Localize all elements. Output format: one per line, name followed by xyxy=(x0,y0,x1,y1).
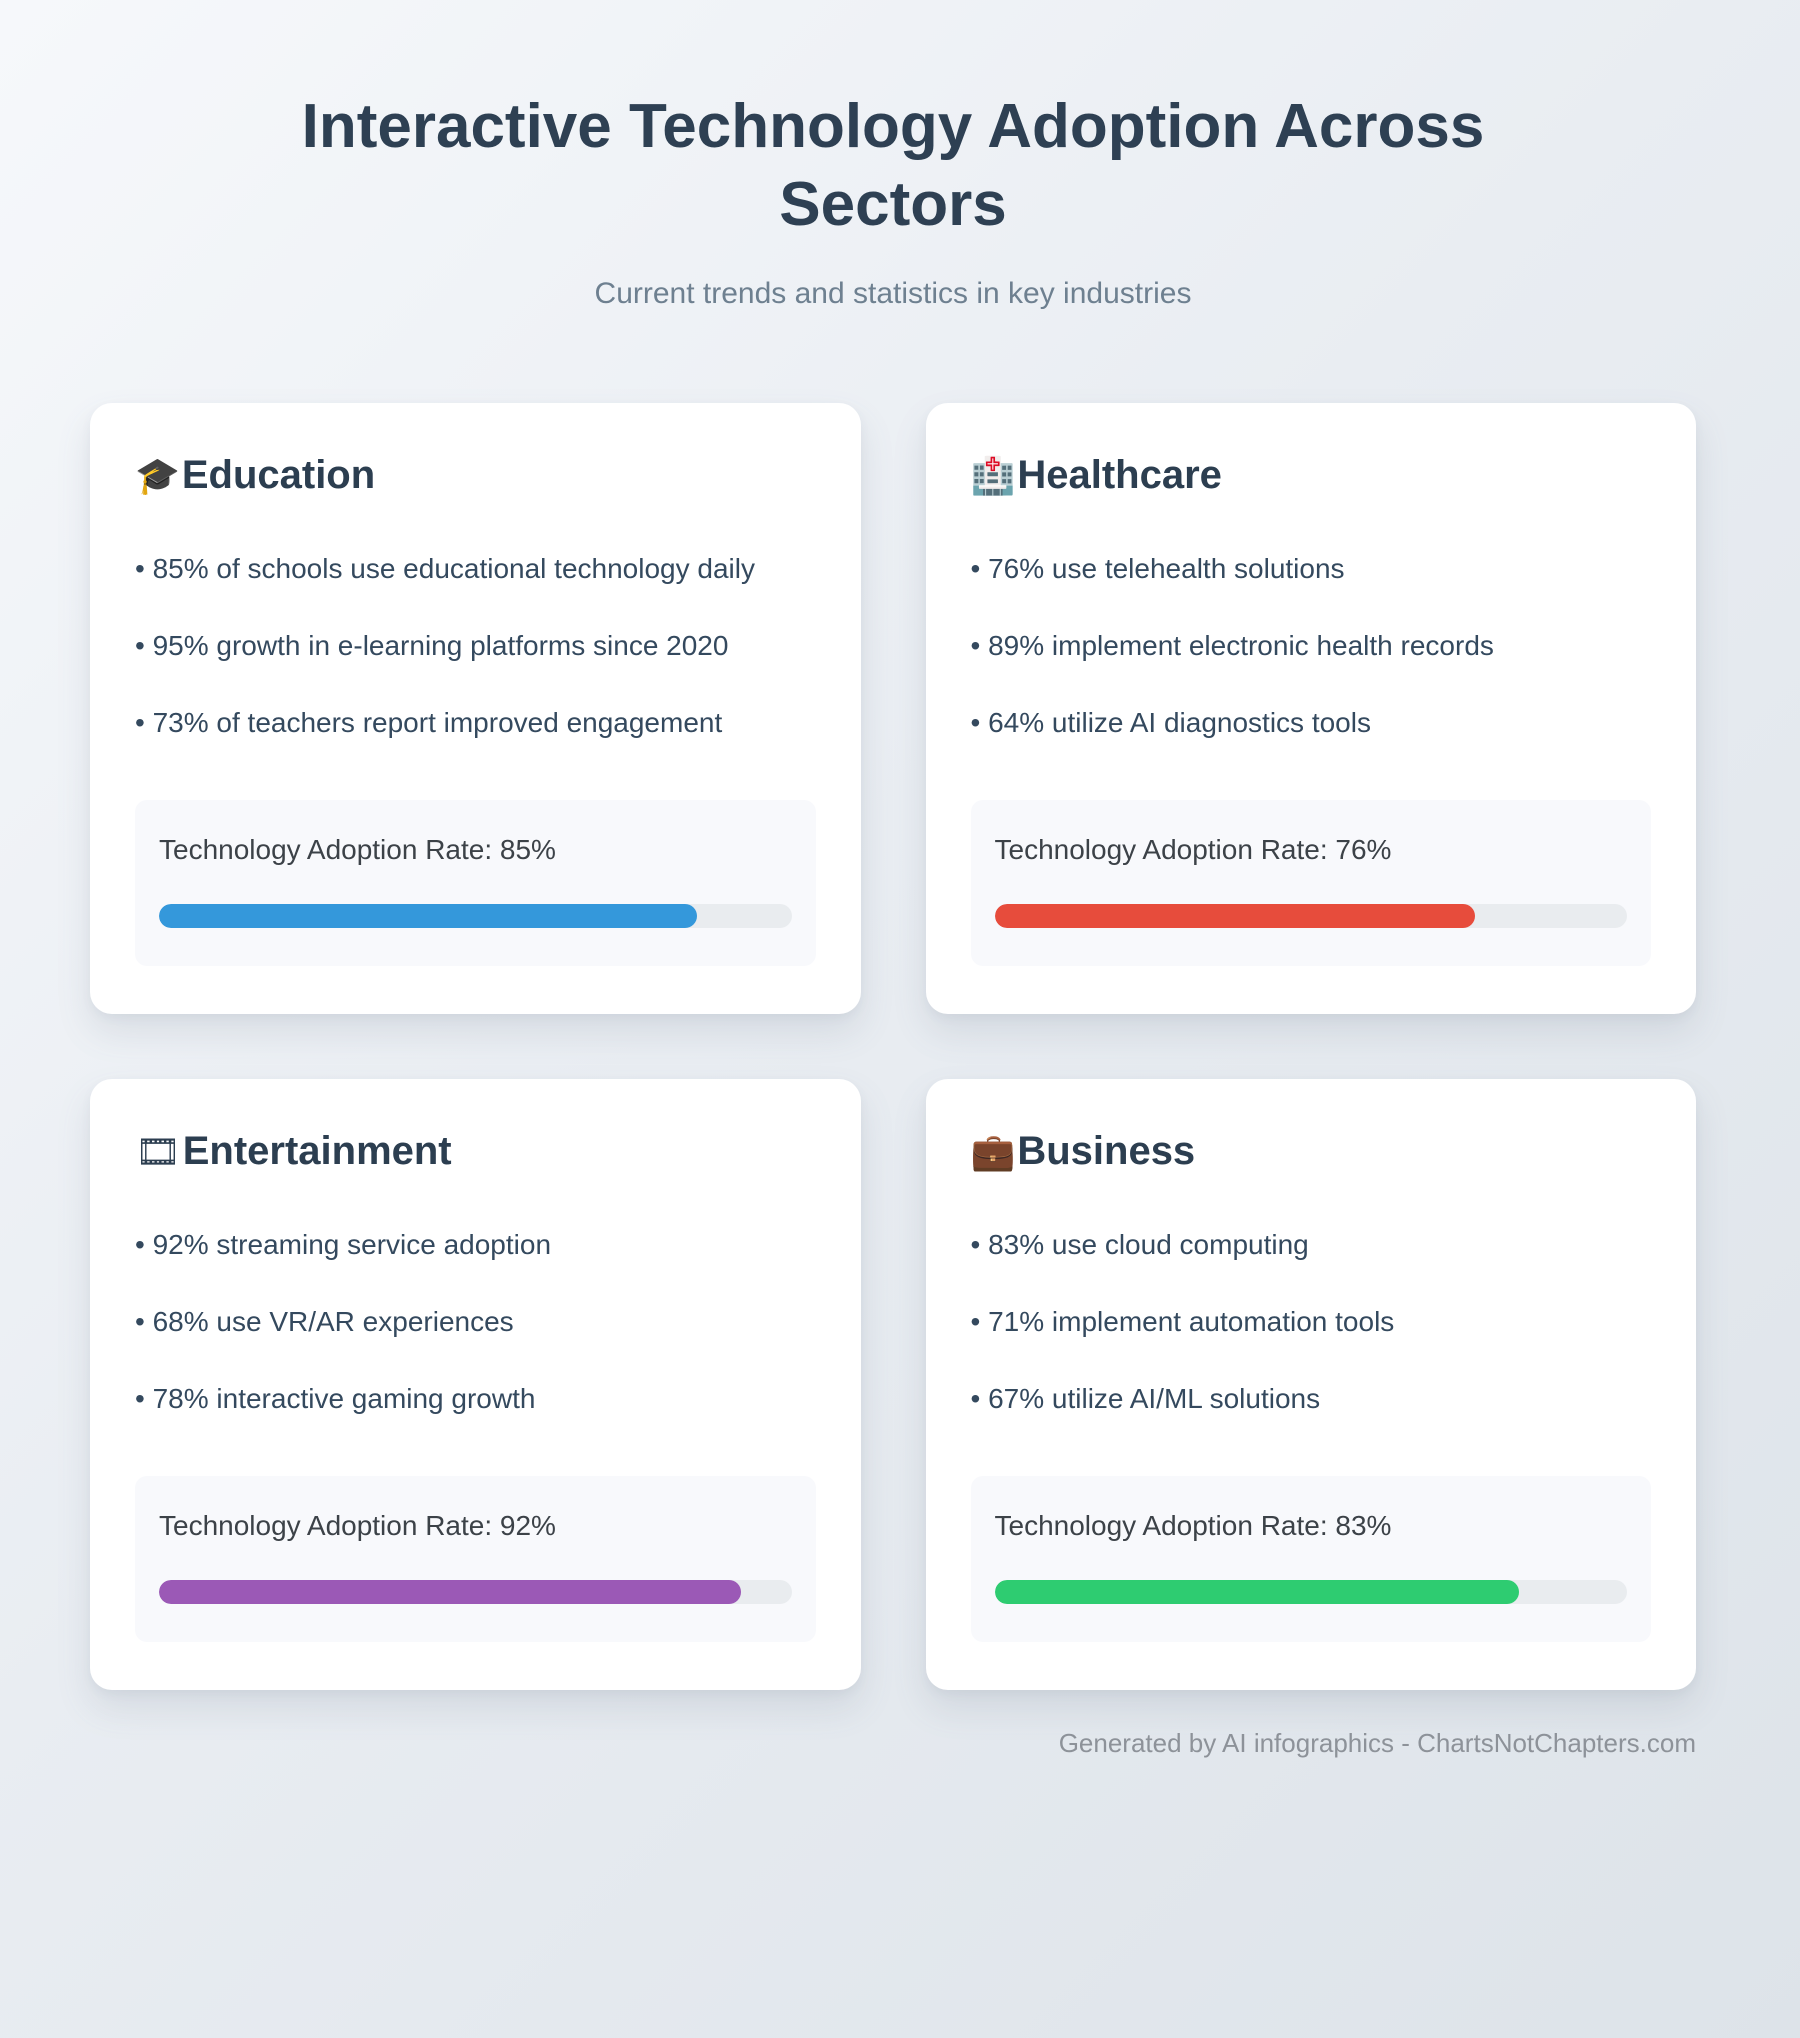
progress-bar-track xyxy=(159,1580,792,1604)
sector-cards-grid: 🎓Education • 85% of schools use educatio… xyxy=(90,403,1696,1690)
card-title-entertainment: 🎞Entertainment xyxy=(135,1127,452,1175)
card-title-text: Entertainment xyxy=(182,1129,452,1173)
adoption-rate-panel: Technology Adoption Rate: 85% xyxy=(135,800,816,966)
adoption-rate-panel: Technology Adoption Rate: 83% xyxy=(970,1476,1651,1642)
card-title-text: Business xyxy=(1017,1129,1196,1173)
bullet-item: • 67% utilize AI/ML solutions xyxy=(970,1383,1321,1414)
progress-bar-fill xyxy=(159,904,697,928)
sector-card-healthcare: 🏥Healthcare • 76% use telehealth solutio… xyxy=(925,403,1696,1014)
adoption-rate-panel: Technology Adoption Rate: 92% xyxy=(135,1476,816,1642)
adoption-rate-label: Technology Adoption Rate: 92% xyxy=(159,1510,556,1541)
bullet-item: • 76% use telehealth solutions xyxy=(970,553,1345,584)
card-title-text: Healthcare xyxy=(1017,453,1222,497)
adoption-rate-label: Technology Adoption Rate: 76% xyxy=(994,834,1392,865)
card-title-text: Education xyxy=(181,453,376,497)
adoption-rate-label: Technology Adoption Rate: 85% xyxy=(159,834,556,865)
bullet-list: • 83% use cloud computing • 71% implemen… xyxy=(971,1213,1652,1430)
bullet-list: • 85% of schools use educational technol… xyxy=(135,537,816,754)
sector-card-entertainment: 🎞Entertainment • 92% streaming service a… xyxy=(90,1079,861,1690)
bullet-item: • 95% growth in e-learning platforms sin… xyxy=(135,630,729,661)
page-title: Interactive Technology Adoption Across S… xyxy=(301,92,1485,239)
progress-bar-fill xyxy=(159,1580,741,1604)
bullet-item: • 83% use cloud computing xyxy=(970,1229,1309,1260)
hospital-icon: 🏥 xyxy=(970,456,1016,497)
credit-footer: Generated by AI infographics - ChartsNot… xyxy=(1058,1728,1696,1758)
card-title-education: 🎓Education xyxy=(135,451,375,499)
briefcase-icon: 💼 xyxy=(970,1132,1016,1173)
bullet-item: • 89% implement electronic health record… xyxy=(970,630,1494,661)
bullet-item: • 78% interactive gaming growth xyxy=(135,1383,536,1414)
progress-bar-track xyxy=(994,1580,1627,1604)
bullet-list: • 92% streaming service adoption • 68% u… xyxy=(135,1213,816,1430)
progress-bar-track xyxy=(159,904,792,928)
progress-bar-track xyxy=(994,904,1627,928)
infographic-page: Interactive Technology Adoption Across S… xyxy=(90,92,1696,1758)
bullet-item: • 73% of teachers report improved engage… xyxy=(135,707,723,738)
graduation-cap-icon: 🎓 xyxy=(135,456,180,497)
sector-card-education: 🎓Education • 85% of schools use educatio… xyxy=(90,403,861,1014)
adoption-rate-label: Technology Adoption Rate: 83% xyxy=(994,1510,1392,1541)
film-frames-icon: 🎞 xyxy=(135,1132,181,1173)
card-title-business: 💼Business xyxy=(971,1127,1196,1175)
bullet-item: • 68% use VR/AR experiences xyxy=(135,1306,514,1337)
bullet-item: • 71% implement automation tools xyxy=(970,1306,1395,1337)
progress-bar-fill xyxy=(994,1580,1520,1604)
progress-bar-fill xyxy=(994,904,1476,928)
card-title-healthcare: 🏥Healthcare xyxy=(971,451,1222,499)
sector-card-business: 💼Business • 83% use cloud computing • 71… xyxy=(925,1079,1696,1690)
bullet-item: • 92% streaming service adoption xyxy=(135,1229,552,1260)
adoption-rate-panel: Technology Adoption Rate: 76% xyxy=(970,800,1651,966)
bullet-item: • 64% utilize AI diagnostics tools xyxy=(970,707,1371,738)
bullet-list: • 76% use telehealth solutions • 89% imp… xyxy=(971,537,1652,754)
page-subtitle: Current trends and statistics in key ind… xyxy=(594,277,1192,310)
bullet-item: • 85% of schools use educational technol… xyxy=(135,553,755,584)
